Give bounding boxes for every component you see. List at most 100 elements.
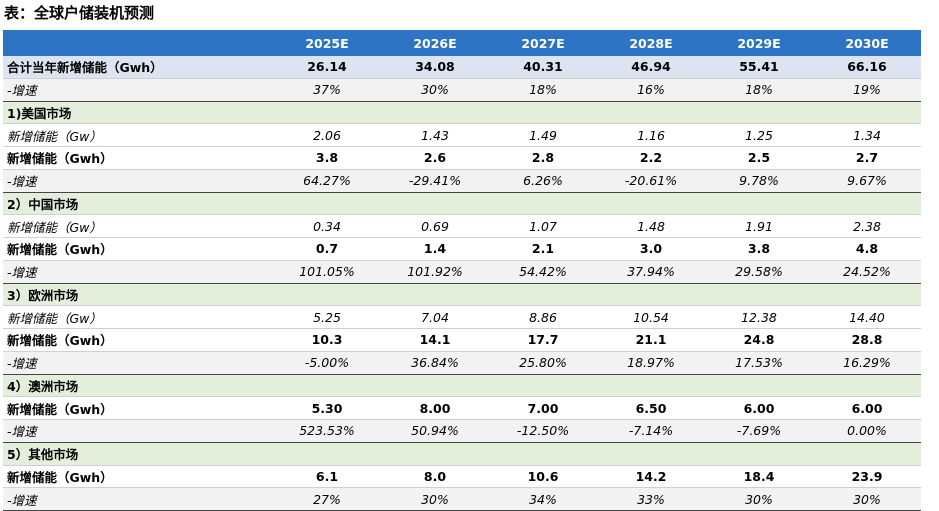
cell-value: 8.00 — [381, 396, 489, 420]
cell-value: 25.80% — [489, 351, 597, 375]
table-row: 4）澳洲市场 — [3, 374, 921, 398]
cell-value: 3.0 — [597, 237, 705, 261]
cell-value: 54.42% — [489, 260, 597, 284]
cell-value: 37% — [273, 78, 381, 102]
table-row: 新增储能（Gwh） 5.30 8.00 7.00 6.50 6.00 6.00 — [3, 396, 921, 420]
row-label: -增速 — [3, 260, 273, 284]
cell-value: 523.53% — [273, 419, 381, 443]
row-label: 新增储能（Gw） — [3, 214, 273, 238]
cell-value: 7.00 — [489, 396, 597, 420]
cell-value: 0.69 — [381, 214, 489, 238]
cell-value: 29.58% — [705, 260, 813, 284]
cell-value: 46.94 — [597, 56, 705, 79]
cell-value: 3.8 — [273, 146, 381, 170]
cell-value: 16% — [597, 78, 705, 102]
cell-value: 1.49 — [489, 123, 597, 147]
row-label: 新增储能（Gwh） — [3, 328, 273, 352]
cell-value: 21.1 — [597, 328, 705, 352]
column-header: 2030E — [813, 30, 921, 56]
cell-value: 14.2 — [597, 465, 705, 489]
cell-value: 66.16 — [813, 56, 921, 79]
table-row: 3）欧洲市场 — [3, 283, 921, 307]
cell-value: 101.05% — [273, 260, 381, 284]
table-title: 表：全球户储装机预测 — [4, 4, 155, 22]
row-label: 合计当年新增储能（Gwh） — [3, 56, 273, 79]
cell-value: 12.38 — [705, 305, 813, 329]
cell-value: 1.48 — [597, 214, 705, 238]
cell-value: -5.00% — [273, 351, 381, 375]
cell-value: 2.7 — [813, 146, 921, 170]
row-label: -增速 — [3, 419, 273, 443]
cell-value: 30% — [705, 487, 813, 511]
cell-value: 28.8 — [813, 328, 921, 352]
cell-value: 30% — [381, 487, 489, 511]
header-row: 2025E 2026E 2027E 2028E 2029E 2030E — [3, 30, 921, 56]
cell-value: 10.3 — [273, 328, 381, 352]
header-corner — [3, 30, 273, 56]
cell-value: 18.97% — [597, 351, 705, 375]
cell-value: 6.50 — [597, 396, 705, 420]
cell-value: 14.1 — [381, 328, 489, 352]
row-label: 新增储能（Gw） — [3, 305, 273, 329]
table-row: 5）其他市场 — [3, 442, 921, 466]
cell-value: 9.78% — [705, 169, 813, 193]
cell-value: 1.34 — [813, 123, 921, 147]
cell-value: 6.1 — [273, 465, 381, 489]
cell-value: 14.40 — [813, 305, 921, 329]
table-row: 新增储能（Gwh） 3.8 2.6 2.8 2.2 2.5 2.7 — [3, 146, 921, 170]
cell-value: 24.52% — [813, 260, 921, 284]
table-row: -增速 -5.00% 36.84% 25.80% 18.97% 17.53% 16.29% — [3, 351, 921, 375]
cell-value: -7.69% — [705, 419, 813, 443]
table-row: 新增储能（Gw） 2.06 1.43 1.49 1.16 1.25 1.34 — [3, 123, 921, 147]
cell-value: 2.6 — [381, 146, 489, 170]
cell-value: -12.50% — [489, 419, 597, 443]
cell-value: -20.61% — [597, 169, 705, 193]
table-row: 新增储能（Gwh） 0.7 1.4 2.1 3.0 3.8 4.8 — [3, 237, 921, 261]
cell-value: 17.7 — [489, 328, 597, 352]
cell-value: 34% — [489, 487, 597, 511]
cell-value: 6.00 — [705, 396, 813, 420]
cell-value: 23.9 — [813, 465, 921, 489]
cell-value: 2.2 — [597, 146, 705, 170]
table-row: 合计当年新增储能（Gwh） 26.14 34.08 40.31 46.94 55.41 66… — [3, 56, 921, 79]
cell-value: 33% — [597, 487, 705, 511]
cell-value: 6.26% — [489, 169, 597, 193]
column-header: 2026E — [381, 30, 489, 56]
cell-value: 1.4 — [381, 237, 489, 261]
row-label: 新增储能（Gwh） — [3, 465, 273, 489]
cell-value: 18.4 — [705, 465, 813, 489]
row-label: 新增储能（Gwh） — [3, 237, 273, 261]
cell-value: 2.38 — [813, 214, 921, 238]
row-label: -增速 — [3, 351, 273, 375]
row-label: -增速 — [3, 78, 273, 102]
cell-value: 18% — [489, 78, 597, 102]
table-row: -增速 64.27% -29.41% 6.26% -20.61% 9.78% 9.67% — [3, 169, 921, 193]
column-header: 2029E — [705, 30, 813, 56]
column-header: 2028E — [597, 30, 705, 56]
cell-value: -7.14% — [597, 419, 705, 443]
column-header: 2025E — [273, 30, 381, 56]
cell-value: 7.04 — [381, 305, 489, 329]
cell-value: 8.86 — [489, 305, 597, 329]
table-row: 新增储能（Gw） 5.25 7.04 8.86 10.54 12.38 14.40 — [3, 305, 921, 329]
cell-value: 24.8 — [705, 328, 813, 352]
forecast-table: 2025E 2026E 2027E 2028E 2029E 2030E 合计当年新增储能（… — [3, 30, 921, 511]
cell-value: 1.43 — [381, 123, 489, 147]
cell-value: 17.53% — [705, 351, 813, 375]
cell-value: 0.00% — [813, 419, 921, 443]
cell-value: 2.06 — [273, 123, 381, 147]
cell-value: 1.91 — [705, 214, 813, 238]
row-label: 5）其他市场 — [3, 442, 921, 466]
cell-value: 5.25 — [273, 305, 381, 329]
table-row: -增速 523.53% 50.94% -12.50% -7.14% -7.69% 0.00% — [3, 419, 921, 443]
cell-value: 8.0 — [381, 465, 489, 489]
table-row: 新增储能（Gw） 0.34 0.69 1.07 1.48 1.91 2.38 — [3, 214, 921, 238]
cell-value: 1.25 — [705, 123, 813, 147]
row-label: 新增储能（Gwh） — [3, 146, 273, 170]
cell-value: 55.41 — [705, 56, 813, 79]
cell-value: 36.84% — [381, 351, 489, 375]
cell-value: 0.34 — [273, 214, 381, 238]
cell-value: 2.1 — [489, 237, 597, 261]
cell-value: 30% — [381, 78, 489, 102]
row-label: 1)美国市场 — [3, 101, 921, 125]
